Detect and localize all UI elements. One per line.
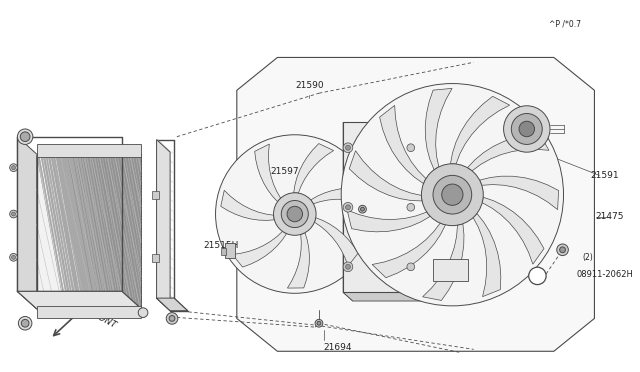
- Polygon shape: [380, 105, 426, 184]
- Circle shape: [557, 244, 568, 256]
- Bar: [433, 259, 468, 281]
- Circle shape: [346, 145, 350, 150]
- Polygon shape: [451, 96, 509, 164]
- Bar: [225, 243, 235, 259]
- Polygon shape: [221, 190, 275, 220]
- Circle shape: [169, 315, 175, 321]
- Polygon shape: [17, 291, 141, 309]
- Circle shape: [529, 267, 546, 285]
- Circle shape: [407, 144, 415, 152]
- Text: 21599N: 21599N: [468, 248, 503, 257]
- Circle shape: [315, 320, 323, 327]
- Bar: [152, 254, 159, 262]
- Circle shape: [273, 193, 316, 235]
- Circle shape: [346, 264, 350, 269]
- Text: 21590: 21590: [295, 81, 324, 90]
- Circle shape: [559, 247, 566, 253]
- Text: 21475: 21475: [595, 212, 623, 221]
- Text: (2): (2): [582, 253, 593, 262]
- Polygon shape: [372, 223, 445, 278]
- Polygon shape: [294, 144, 333, 193]
- Circle shape: [166, 312, 178, 324]
- Circle shape: [216, 135, 374, 293]
- Polygon shape: [482, 197, 544, 264]
- Circle shape: [287, 206, 303, 222]
- Circle shape: [12, 166, 15, 170]
- Circle shape: [10, 210, 17, 218]
- Circle shape: [511, 113, 542, 144]
- Polygon shape: [157, 140, 170, 311]
- Circle shape: [17, 129, 33, 144]
- Bar: [152, 191, 159, 199]
- Text: N: N: [534, 272, 541, 280]
- Polygon shape: [422, 224, 464, 301]
- Circle shape: [343, 202, 353, 212]
- Text: FRONT: FRONT: [87, 308, 118, 330]
- Polygon shape: [232, 231, 287, 267]
- Polygon shape: [17, 137, 36, 309]
- Polygon shape: [343, 122, 415, 292]
- Text: 21597: 21597: [271, 167, 300, 176]
- Circle shape: [504, 106, 550, 152]
- Polygon shape: [36, 154, 141, 309]
- Circle shape: [12, 256, 15, 259]
- Polygon shape: [425, 89, 452, 170]
- Polygon shape: [287, 233, 309, 288]
- Circle shape: [317, 321, 321, 325]
- Circle shape: [433, 175, 472, 214]
- Circle shape: [421, 164, 483, 226]
- Circle shape: [21, 320, 29, 327]
- Polygon shape: [343, 292, 426, 301]
- Text: 21591: 21591: [590, 171, 619, 180]
- Polygon shape: [473, 214, 501, 296]
- Circle shape: [138, 308, 148, 317]
- Polygon shape: [347, 210, 430, 232]
- Circle shape: [19, 317, 32, 330]
- Text: ^P /*0.7: ^P /*0.7: [550, 19, 582, 28]
- Polygon shape: [237, 57, 595, 351]
- Polygon shape: [157, 298, 188, 311]
- Polygon shape: [311, 188, 369, 205]
- Polygon shape: [349, 151, 422, 201]
- Circle shape: [343, 262, 353, 272]
- Circle shape: [346, 205, 350, 210]
- Circle shape: [358, 205, 366, 213]
- Bar: [221, 248, 226, 254]
- Circle shape: [341, 84, 563, 306]
- Text: 21694: 21694: [372, 203, 401, 212]
- Polygon shape: [343, 122, 353, 301]
- Text: 21515H: 21515H: [203, 241, 238, 250]
- Polygon shape: [314, 218, 358, 266]
- Circle shape: [281, 201, 308, 228]
- Circle shape: [442, 184, 463, 205]
- Circle shape: [407, 203, 415, 211]
- Text: 21694: 21694: [324, 343, 352, 352]
- Polygon shape: [255, 144, 280, 202]
- Polygon shape: [479, 176, 559, 209]
- Text: 08911-2062H: 08911-2062H: [576, 270, 633, 279]
- Circle shape: [20, 132, 30, 141]
- Circle shape: [360, 207, 364, 211]
- Circle shape: [519, 121, 534, 137]
- Polygon shape: [36, 306, 141, 318]
- Circle shape: [12, 212, 15, 216]
- Circle shape: [407, 263, 415, 271]
- Circle shape: [10, 253, 17, 261]
- Circle shape: [10, 164, 17, 171]
- Circle shape: [343, 143, 353, 153]
- Polygon shape: [467, 134, 549, 171]
- Polygon shape: [36, 144, 141, 157]
